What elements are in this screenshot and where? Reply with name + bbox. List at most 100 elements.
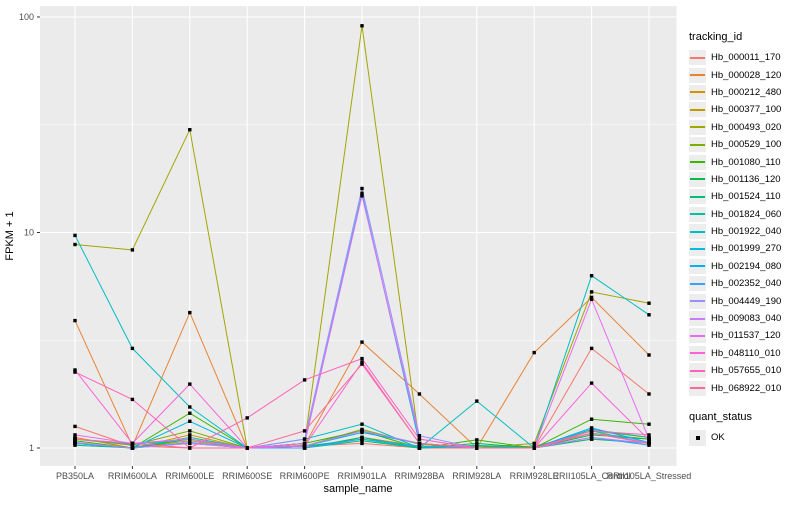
legend-item-Hb_068922_010: Hb_068922_010: [681, 379, 800, 396]
legend-item-label: Hb_001922_040: [711, 226, 782, 238]
data-point: [73, 424, 77, 429]
series-line-icon: [690, 317, 705, 320]
data-point: [188, 382, 192, 386]
series-line-icon: [690, 213, 705, 216]
legend-item-label: Hb_000377_100: [711, 104, 782, 116]
data-point: [532, 350, 536, 355]
legend-item-Hb_001524_110: Hb_001524_110: [681, 188, 800, 205]
legend-item-Hb_001080_110: Hb_001080_110: [681, 153, 800, 170]
tracking-legend-title: tracking_id: [689, 31, 743, 43]
data-point: [188, 433, 192, 437]
series-key-box: [689, 328, 706, 344]
x-tick-label: RRIM600LE: [165, 471, 214, 481]
legend-item-Hb_001922_040: Hb_001922_040: [681, 223, 800, 240]
data-point: [589, 429, 594, 433]
series-key-box: [689, 258, 706, 274]
data-point: [589, 417, 594, 421]
legend-item-label: Hb_000212_480: [711, 86, 782, 98]
series-key-box: [689, 189, 706, 205]
x-axis-title: sample_name: [323, 483, 392, 495]
data-point: [360, 360, 364, 364]
legend-item-Hb_001136_120: Hb_001136_120: [681, 171, 800, 188]
series-key-box: [689, 67, 706, 83]
data-point: [589, 426, 594, 430]
series-line-icon: [690, 143, 705, 146]
legend-item-Hb_002352_040: Hb_002352_040: [681, 275, 800, 292]
data-point: [245, 416, 249, 420]
series-line-icon: [690, 334, 705, 337]
data-point: [647, 443, 651, 447]
legend-item-label: Hb_000529_100: [711, 139, 782, 151]
series-key-box: [689, 363, 706, 379]
legend-item-Hb_001999_270: Hb_001999_270: [681, 240, 800, 257]
data-point: [73, 440, 77, 445]
x-tick-label: RRIM928LA: [452, 471, 501, 481]
legend-item-Hb_000529_100: Hb_000529_100: [681, 136, 800, 153]
data-point: [73, 318, 77, 323]
series-key-box: [689, 241, 706, 257]
legend-item-label: Hb_001524_110: [711, 191, 781, 203]
series-line-icon: [690, 230, 705, 233]
series-line-icon: [690, 282, 705, 285]
ok-key-box: [689, 429, 706, 446]
data-point: [302, 429, 307, 433]
legend-item-label: Hb_068922_010: [711, 382, 782, 394]
series-key-box: [689, 345, 706, 361]
series-key-box: [689, 50, 706, 66]
y-axis-title: FPKM + 1: [4, 211, 16, 260]
legend-item-label: Hb_000028_120: [711, 69, 782, 81]
series-line-icon: [690, 91, 705, 94]
data-point: [130, 346, 135, 351]
data-point: [188, 310, 192, 315]
legend-item-label: Hb_000493_020: [711, 121, 782, 133]
data-point: [73, 242, 77, 247]
x-tick-label: RRII105LA_Stressed: [607, 471, 692, 481]
data-point: [589, 290, 594, 294]
legend-item-Hb_002194_080: Hb_002194_080: [681, 258, 800, 275]
data-point: [188, 411, 192, 415]
data-point: [73, 443, 77, 447]
series-key-box: [689, 206, 706, 222]
series-key-box: [689, 84, 706, 100]
data-point: [475, 399, 479, 403]
series-line-icon: [690, 387, 705, 390]
data-point: [589, 346, 594, 351]
data-point: [188, 437, 192, 441]
legend-item-label: Hb_001080_110: [711, 156, 781, 168]
x-tick-label: RRIM928BA: [394, 471, 444, 481]
series-line-icon: [690, 178, 705, 181]
legend-item-Hb_001824_060: Hb_001824_060: [681, 206, 800, 223]
data-point: [188, 128, 192, 132]
series-line-icon: [690, 300, 705, 303]
quant-legend-title: quant_status: [689, 410, 752, 423]
series-line-icon: [690, 247, 705, 250]
data-point: [647, 313, 651, 317]
data-point: [589, 381, 594, 385]
legend-item-Hb_000212_480: Hb_000212_480: [681, 84, 800, 101]
legend-item-label: Hb_001136_120: [711, 173, 781, 185]
data-point: [647, 433, 651, 437]
legend-item-label: Hb_001824_060: [711, 208, 782, 220]
series-line-icon: [690, 108, 705, 111]
x-tick-label: RRIM901LA: [337, 471, 386, 481]
data-point: [417, 434, 422, 438]
series-key-box: [689, 293, 706, 309]
data-point: [130, 441, 135, 446]
series-line-icon: [690, 161, 705, 164]
legend-item-label: Hb_002194_080: [711, 260, 782, 272]
legend-item-Hb_004449_190: Hb_004449_190: [681, 292, 800, 309]
series-key-box: [689, 311, 706, 327]
x-tick-label: PB350LA: [56, 471, 94, 481]
data-point: [417, 441, 422, 446]
data-point: [647, 353, 651, 357]
x-tick-label: RRII105LA_Control: [553, 471, 631, 481]
series-key-box: [689, 137, 706, 153]
plot-panel-background: [40, 6, 677, 466]
data-point: [360, 422, 364, 426]
series-key-box: [689, 380, 706, 396]
data-point: [130, 446, 135, 450]
data-point: [475, 443, 479, 447]
data-point: [647, 422, 651, 426]
y-tick-label: 1: [29, 443, 34, 453]
